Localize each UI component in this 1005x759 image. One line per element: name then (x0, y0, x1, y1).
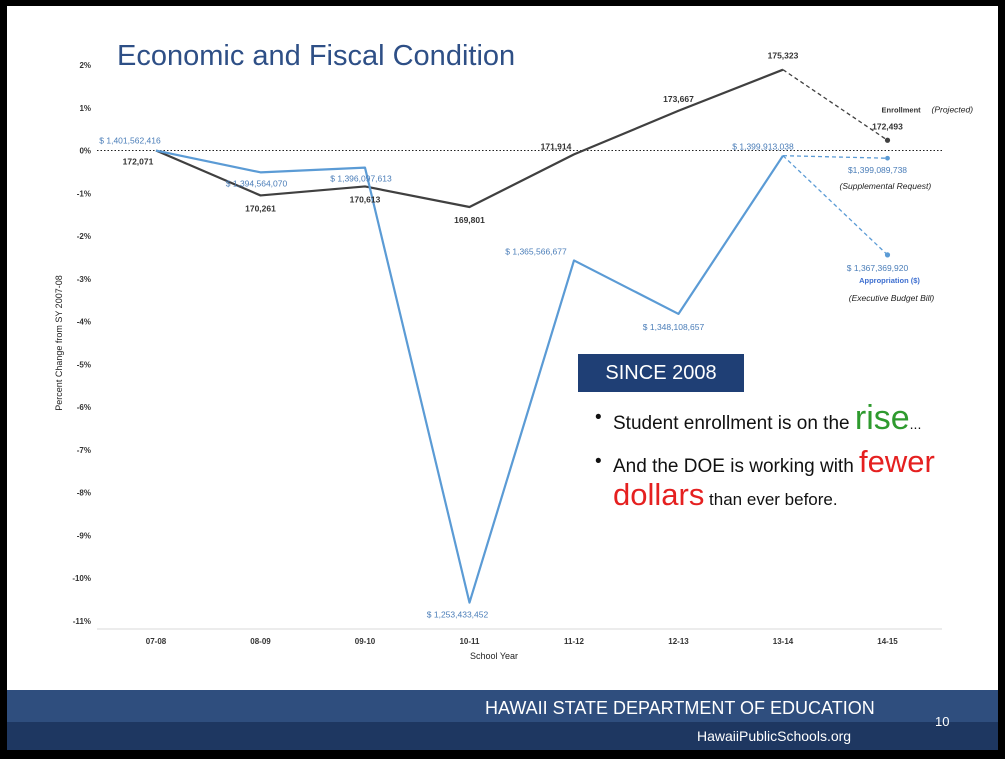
footer-url[interactable]: HawaiiPublicSchools.org (697, 728, 852, 744)
y-tick-label: -3% (77, 275, 91, 284)
supplemental-request-data-label: $1,399,089,738 (848, 165, 907, 175)
enrollment-data-label: 169,801 (454, 215, 485, 225)
dollars-highlight: dollars (613, 477, 705, 512)
y-tick-label: 1% (79, 104, 91, 113)
bullet-enrollment-text: Student enrollment is on the (613, 413, 855, 434)
y-tick-label: 2% (79, 61, 91, 70)
x-tick-label: 10-11 (459, 637, 480, 646)
appropriation-data-label: $ 1,399,913,038 (732, 142, 794, 152)
line-chart: 2% 1% 0% -1% -2% -3% -4% -5% -6% -7% -8% -9% -10% -11… (54, 51, 974, 661)
enrollment-data-label: 171,914 (541, 141, 572, 151)
appropriation-data-label: $ 1,253,433,452 (427, 610, 489, 620)
y-tick-label: -7% (77, 446, 91, 455)
y-tick-label: -4% (77, 318, 91, 327)
y-tick-label: -10% (72, 574, 91, 583)
x-tick-label: 11-12 (564, 637, 585, 646)
appropriation-data-label: $ 1,348,108,657 (643, 322, 705, 332)
x-tick-label: 13-14 (773, 637, 794, 646)
x-tick-label: 08-09 (250, 637, 271, 646)
y-tick-label: -1% (77, 189, 91, 198)
appropriation-line (155, 149, 784, 604)
x-tick-label: 07-08 (146, 637, 167, 646)
x-tick-label: 14-15 (877, 637, 898, 646)
bullet-list: Student enrollment is on the rise... And… (595, 401, 995, 524)
y-tick-label: -5% (77, 360, 91, 369)
bullet-enrollment: Student enrollment is on the rise... (595, 401, 995, 438)
y-tick-label: -11% (73, 617, 91, 626)
supplemental-request-line (782, 155, 888, 159)
footer-bottom-band (7, 722, 998, 750)
footer-org-name: HAWAII STATE DEPARTMENT OF EDUCATION (485, 698, 875, 718)
y-tick-label: 0% (79, 147, 91, 156)
enrollment-data-label: 175,323 (768, 51, 799, 61)
page-number: 10 (935, 714, 950, 729)
enrollment-line (155, 68, 784, 209)
enrollment-series-label: Enrollment (882, 105, 922, 114)
appropriation-data-label: $ 1,401,562,416 (99, 136, 161, 146)
enrollment-data-label: 170,261 (245, 203, 276, 213)
enrollment-data-label: 172,071 (123, 157, 154, 167)
enrollment-data-label: 170,613 (350, 194, 381, 204)
appropriation-point (884, 252, 891, 258)
y-tick-label: -9% (77, 531, 91, 540)
appropriation-data-label: $ 1,396,097,613 (330, 174, 392, 184)
supplemental-request-note: (Supplemental Request) (840, 181, 932, 191)
appropriation-series-label: Appropriation ($) (859, 276, 920, 285)
x-axis-title: School Year (470, 651, 518, 661)
appropriation-data-label: $ 1,365,566,677 (505, 246, 567, 256)
y-tick-label: -2% (77, 232, 91, 241)
slide: Economic and Fiscal Condition 2% 1% 0% -1% -… (7, 6, 998, 750)
y-tick-label: -6% (77, 403, 91, 412)
enrollment-data-label: 172,493 (872, 121, 903, 131)
appropriation-data-label: $ 1,367,369,920 (847, 263, 909, 273)
y-axis-title: Percent Change from SY 2007-08 (54, 275, 64, 410)
bullet-dollars-tail: than ever before. (704, 490, 838, 509)
fewer-highlight: fewer (859, 444, 935, 479)
since-2008-box: SINCE 2008 (578, 354, 744, 392)
appropriation-budget-note: (Executive Budget Bill) (849, 293, 935, 303)
enrollment-projected-line (782, 69, 888, 141)
enrollment-projected-note: (Projected) (932, 104, 974, 114)
enrollment-point (884, 137, 891, 143)
enrollment-data-label: 173,667 (663, 94, 694, 104)
bullet-dollars: And the DOE is working with fewer dollar… (595, 446, 995, 514)
slide-title: Economic and Fiscal Condition (117, 40, 516, 72)
appropriation-projected-line (782, 155, 888, 256)
y-tick-label: -8% (77, 489, 91, 498)
supplemental-request-point (885, 155, 890, 161)
bullet-dollars-text: And the DOE is working with (613, 456, 860, 477)
x-tick-label: 12-13 (668, 637, 689, 646)
appropriation-data-label: $ 1,394,564,070 (226, 178, 288, 188)
x-tick-label: 09-10 (355, 637, 376, 646)
rise-highlight: rise (854, 399, 910, 437)
bullet-enrollment-ellipsis: ... (909, 416, 922, 432)
